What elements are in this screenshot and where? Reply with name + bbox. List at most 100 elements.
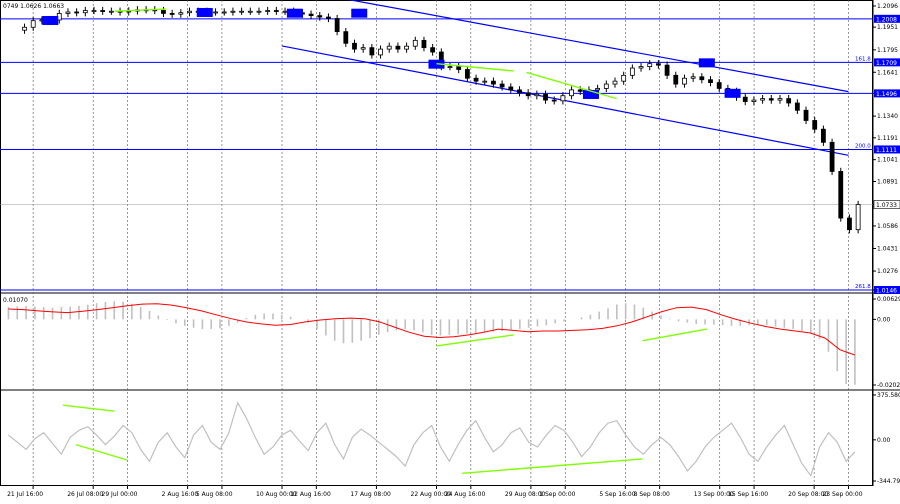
candle-body xyxy=(551,99,557,102)
candle-body xyxy=(230,10,236,13)
macd-panel: 0.01070 xyxy=(3,297,856,385)
grid-layer xyxy=(0,0,900,486)
signal-marker xyxy=(724,88,741,98)
candle-body xyxy=(760,98,766,101)
time-tick-label: 29 Aug 08:00 xyxy=(505,491,546,498)
time-tick-label: 2 Aug 16:00 xyxy=(162,491,199,498)
time-tick-label: 10 Aug 00:00 xyxy=(256,491,297,498)
level-price-label: 1.2008 xyxy=(876,16,897,23)
level-price-box xyxy=(874,14,900,23)
candle-body xyxy=(491,80,496,85)
candle-body xyxy=(838,171,844,219)
candle-body xyxy=(221,11,227,14)
divergence-line xyxy=(114,8,167,12)
axes-layer: 1.2096 1.1951 1.1795 1.1641 1.1496 1.1340 1.11… xyxy=(7,3,900,498)
price-corner-label: 0749 1.0626 1.0663 xyxy=(3,3,64,10)
candle-body xyxy=(577,89,583,92)
price-tick-label: 1.1641 xyxy=(877,69,898,76)
candle-body xyxy=(534,93,540,97)
fib-label: 161.8 xyxy=(855,56,871,62)
candle-body xyxy=(777,98,783,101)
candle-body xyxy=(456,66,462,70)
candle-body xyxy=(334,18,340,33)
candle-body xyxy=(499,83,505,88)
signal-marker xyxy=(196,7,213,17)
time-tick-label: 22 Aug 00:00 xyxy=(411,491,452,498)
candle-body xyxy=(100,10,106,12)
candle-body xyxy=(829,141,835,172)
candle-body xyxy=(108,10,114,13)
level-price-label: 1.1111 xyxy=(876,147,897,154)
time-tick-label: 12 Aug 16:00 xyxy=(290,491,331,498)
macd-tick-label: -0.02028 xyxy=(877,382,900,389)
signal-marker xyxy=(582,89,599,99)
time-tick-label: 8 Sep 08:00 xyxy=(634,491,670,498)
candle-body xyxy=(65,11,71,14)
candle-body xyxy=(421,39,427,49)
time-tick-label: 17 Aug 08:00 xyxy=(350,491,391,498)
candle-body xyxy=(751,99,757,102)
candle-body xyxy=(647,63,653,67)
candle-body xyxy=(629,67,635,76)
candle-body xyxy=(569,89,574,97)
macd-tick-label: 0.00629 xyxy=(877,296,900,303)
candle-body xyxy=(682,77,687,85)
candle-body xyxy=(308,13,314,17)
signal-marker xyxy=(698,58,715,68)
candle-body xyxy=(22,26,27,31)
candle-body xyxy=(91,10,97,12)
price-tick-label: 1.0431 xyxy=(877,245,898,252)
divergence-line xyxy=(526,71,617,100)
candle-body xyxy=(664,64,670,76)
candle-body xyxy=(352,42,357,50)
channel-upper-line xyxy=(347,0,849,93)
cci-divergence-line xyxy=(75,443,128,461)
time-tick-label: 5 Aug 08:00 xyxy=(196,491,233,498)
candle-body xyxy=(517,89,522,94)
candle-body xyxy=(369,47,375,56)
signal-marker xyxy=(286,8,303,18)
candle-body xyxy=(161,10,166,14)
price-tick-label: 1.1041 xyxy=(877,157,898,164)
candle-body xyxy=(560,95,566,102)
candle-body xyxy=(699,76,705,81)
candle-body xyxy=(525,92,531,97)
level-price-label: 1.1496 xyxy=(876,91,897,98)
candle-body xyxy=(169,13,175,15)
price-tick-label: 1.1795 xyxy=(877,47,898,54)
signal-marker xyxy=(351,8,368,18)
time-tick-label: 24 Aug 16:00 xyxy=(445,491,486,498)
candle-body xyxy=(803,109,809,121)
candle-body xyxy=(256,10,262,13)
candle-body xyxy=(239,10,245,13)
cci-tick-label: 0.00 xyxy=(877,437,891,444)
candle-body xyxy=(543,93,548,101)
candle-body xyxy=(847,217,852,231)
cci-line xyxy=(8,401,856,478)
level-price-box xyxy=(874,145,900,154)
candle-body xyxy=(768,98,774,101)
cci-tick-label: -344.798 xyxy=(877,478,900,485)
candle-body xyxy=(708,79,713,84)
signal-marker xyxy=(42,15,59,25)
cci-divergence-line xyxy=(462,458,643,474)
candle-body xyxy=(820,128,826,143)
candle-body xyxy=(187,10,192,14)
candle-body xyxy=(282,10,288,13)
fib-label: 261.8 xyxy=(855,284,871,290)
candle-body xyxy=(326,16,331,19)
time-tick-label: 5 Sep 16:00 xyxy=(599,491,635,498)
candle-body xyxy=(343,31,349,44)
candle-body xyxy=(716,82,722,89)
candle-body xyxy=(473,77,479,82)
divergence-line xyxy=(436,62,514,72)
candle-body xyxy=(395,45,401,50)
candle-body xyxy=(82,10,88,14)
level-price-box xyxy=(874,58,900,67)
macd-label: 0.01070 xyxy=(3,297,28,304)
price-tick-label: 1.1191 xyxy=(877,135,898,142)
candle-body xyxy=(247,10,253,13)
current-price-label: 1.0733 xyxy=(876,202,897,209)
